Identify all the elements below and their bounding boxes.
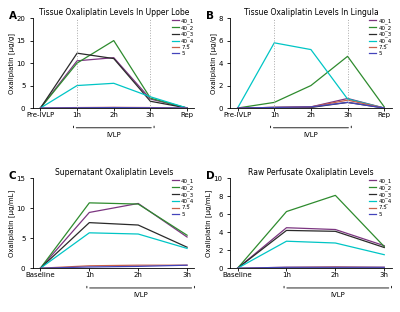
Legend: 40_1, 40_2, 40_3, 40_4, 7.5, 5: 40_1, 40_2, 40_3, 40_4, 7.5, 5 [172,178,194,217]
Text: IVLP: IVLP [133,292,148,299]
Legend: 40_1, 40_2, 40_3, 40_4, 7.5, 5: 40_1, 40_2, 40_3, 40_4, 7.5, 5 [370,178,392,217]
Legend: 40_1, 40_2, 40_3, 40_4, 7.5, 5: 40_1, 40_2, 40_3, 40_4, 7.5, 5 [370,18,392,56]
Text: C: C [9,171,16,181]
Y-axis label: Oxaliplatin [μg/mL]: Oxaliplatin [μg/mL] [8,190,15,257]
Title: Raw Perfusate Oxaliplatin Levels: Raw Perfusate Oxaliplatin Levels [248,168,374,178]
Legend: 40_1, 40_2, 40_3, 40_4, 7.5, 5: 40_1, 40_2, 40_3, 40_4, 7.5, 5 [172,18,194,56]
Title: Tissue Oxaliplatin Levels In Lingula: Tissue Oxaliplatin Levels In Lingula [244,8,378,17]
Text: A: A [9,11,17,21]
Title: Tissue Oxaliplatin Levels In Upper Lobe: Tissue Oxaliplatin Levels In Upper Lobe [38,8,189,17]
Text: IVLP: IVLP [304,132,318,138]
Title: Supernatant Oxaliplatin Levels: Supernatant Oxaliplatin Levels [54,168,173,178]
Text: D: D [206,171,215,181]
Y-axis label: Oxaliplatin [μg/g]: Oxaliplatin [μg/g] [210,32,217,94]
Y-axis label: Oxaliplatin [μg/g]: Oxaliplatin [μg/g] [8,32,15,94]
Text: B: B [206,11,214,21]
Text: IVLP: IVLP [330,292,345,299]
Y-axis label: Oxaliplatin [μg/mL]: Oxaliplatin [μg/mL] [206,190,212,257]
Text: IVLP: IVLP [106,132,121,138]
